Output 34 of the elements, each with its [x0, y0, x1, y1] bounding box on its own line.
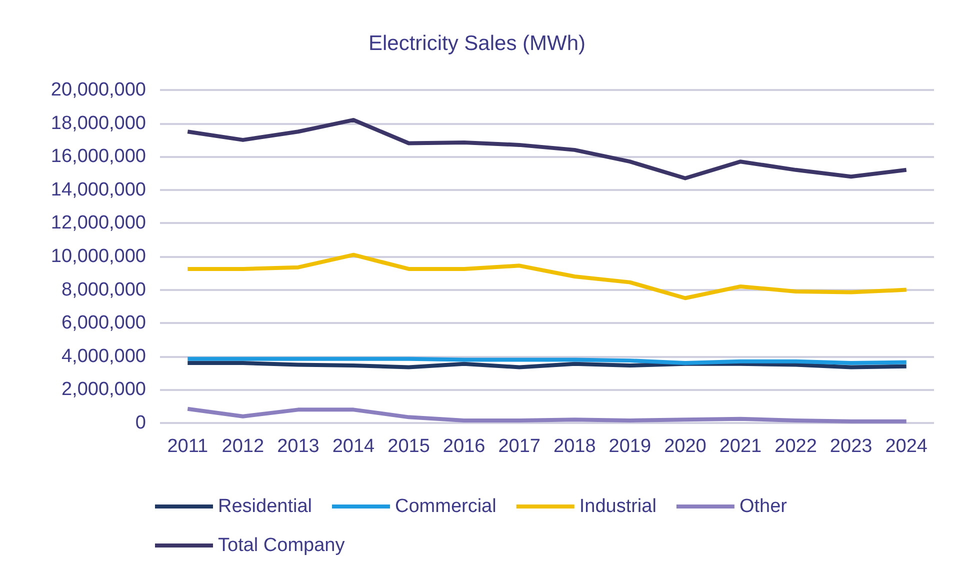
y-tick-label: 6,000,000 [61, 312, 146, 334]
y-tick-label: 14,000,000 [50, 179, 146, 200]
legend-label: Residential [218, 496, 312, 517]
x-tick-label: 2019 [608, 436, 652, 457]
y-tick-label: 0 [135, 412, 146, 434]
line-series [186, 406, 908, 424]
chart-title: Electricity Sales (MWh) [368, 32, 586, 55]
x-tick-label: 2021 [719, 436, 762, 457]
x-tick-label: 2015 [388, 436, 430, 457]
legend-label: Other [739, 496, 788, 517]
y-tick-label: 10,000,000 [50, 246, 146, 267]
y-tick-label: 20,000,000 [50, 80, 146, 100]
x-tick-label: 2017 [498, 436, 540, 457]
y-tick-label: 2,000,000 [61, 379, 146, 400]
x-tick-label: 2020 [664, 436, 706, 457]
y-tick-label: 18,000,000 [50, 112, 146, 134]
x-tick-label: 2014 [332, 436, 376, 457]
y-tick-label: 12,000,000 [50, 212, 146, 234]
legend-label: Commercial [395, 496, 496, 517]
x-tick-label: 2016 [442, 436, 486, 457]
x-tick-label: 2022 [774, 436, 817, 457]
x-tick-label: 2012 [222, 436, 264, 457]
x-tick-label: 2013 [277, 436, 320, 457]
y-tick-label: 8,000,000 [61, 279, 146, 300]
line-series [186, 252, 908, 300]
line-series [186, 118, 908, 180]
x-tick-label: 2018 [554, 436, 596, 457]
legend-label: Industrial [579, 496, 656, 517]
x-tick-label: 2023 [830, 436, 872, 457]
x-tick-label: 2011 [167, 436, 208, 457]
y-tick-label: 4,000,000 [61, 346, 146, 367]
y-tick-label: 16,000,000 [50, 146, 146, 168]
x-tick-label: 2024 [885, 436, 928, 457]
legend-label: Total Company [218, 535, 346, 556]
